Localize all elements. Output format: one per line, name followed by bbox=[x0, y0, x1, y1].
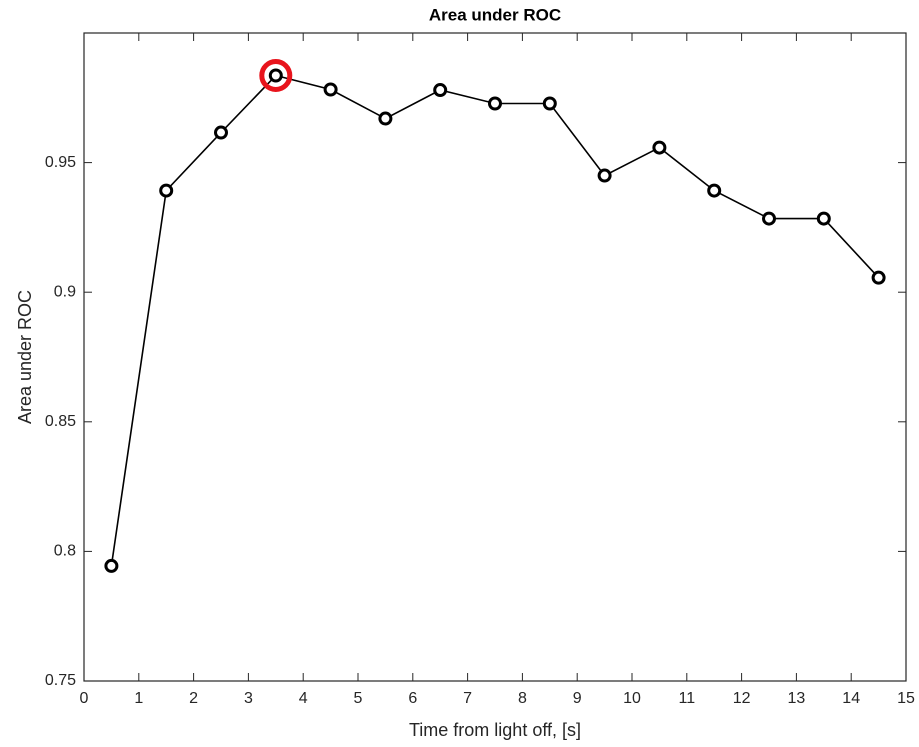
marker bbox=[762, 211, 776, 226]
x-tick-label: 4 bbox=[299, 690, 308, 707]
marker bbox=[652, 140, 667, 155]
marker bbox=[214, 125, 228, 140]
x-tick-label: 15 bbox=[897, 690, 915, 707]
plot-frame bbox=[83, 32, 907, 682]
y-tick-label: 0.9 bbox=[54, 283, 76, 300]
marker bbox=[378, 111, 393, 126]
line bbox=[110, 74, 880, 567]
marker bbox=[816, 211, 831, 226]
x-tick-label: 12 bbox=[733, 690, 751, 707]
marker bbox=[488, 96, 502, 111]
x-tick-label: 3 bbox=[244, 690, 253, 707]
x-tick-label: 1 bbox=[134, 690, 143, 707]
x-axis-label: Time from light off, [s] bbox=[409, 720, 581, 740]
x-tick-label: 0 bbox=[80, 690, 89, 707]
x-tick-label: 5 bbox=[354, 690, 363, 707]
x-tick-label: 10 bbox=[623, 690, 641, 707]
marker bbox=[159, 183, 174, 198]
marker bbox=[542, 96, 557, 111]
highlight-marker bbox=[259, 59, 293, 93]
marker bbox=[268, 68, 283, 83]
x-tick-label: 13 bbox=[788, 690, 806, 707]
marker bbox=[707, 183, 722, 198]
y-tick-label: 0.95 bbox=[45, 154, 76, 171]
marker bbox=[104, 558, 119, 573]
y-tick-label: 0.8 bbox=[54, 543, 76, 560]
marker bbox=[433, 83, 448, 98]
x-tick-label: 14 bbox=[842, 690, 860, 707]
x-tick-label: 8 bbox=[518, 690, 527, 707]
x-tick-label: 6 bbox=[408, 690, 417, 707]
chart-title: Area under ROC bbox=[429, 5, 561, 24]
x-tick-label: 7 bbox=[463, 690, 472, 707]
x-tick-label: 2 bbox=[189, 690, 198, 707]
marker bbox=[323, 82, 338, 97]
x-tick-label: 11 bbox=[678, 690, 695, 707]
marker bbox=[597, 168, 612, 183]
x-tick-label: 9 bbox=[573, 690, 582, 707]
marker bbox=[871, 270, 886, 285]
y-tick-label: 0.85 bbox=[45, 413, 76, 430]
y-axis-label: Area under ROC bbox=[15, 290, 35, 424]
y-tick-label: 0.75 bbox=[45, 672, 76, 689]
